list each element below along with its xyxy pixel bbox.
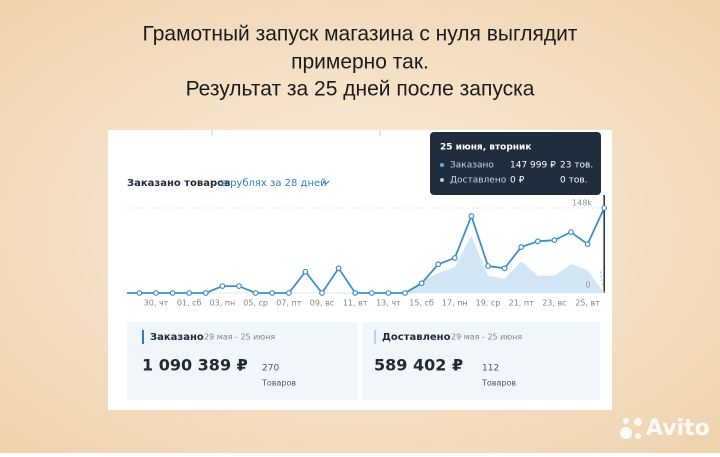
point xyxy=(468,213,475,219)
marker-label: 0 xyxy=(585,281,590,290)
marker-label: 148k xyxy=(572,199,592,208)
summary-label: Доставлено xyxy=(382,332,451,343)
headline: Грамотный запуск магазина с нуля выгляди… xyxy=(143,23,578,46)
point xyxy=(485,263,491,269)
summary-amount: 1 090 389 ₽ xyxy=(142,356,248,375)
point xyxy=(568,229,574,236)
x-tick-label: 07, пт xyxy=(276,299,301,308)
x-tick-label: 09, вс xyxy=(310,299,334,308)
legend-label: Доставлено xyxy=(450,176,507,186)
point xyxy=(402,290,408,296)
point xyxy=(385,290,392,296)
chart-title: Заказано товаров xyxy=(127,178,230,189)
summary-amount: 589 402 ₽ xyxy=(374,356,463,375)
summary-period: 29 мая - 25 июня xyxy=(204,333,275,342)
summary-accent xyxy=(142,330,144,344)
summary-count: 112 xyxy=(482,364,499,374)
summary-card xyxy=(127,322,358,400)
legend-label: Заказано xyxy=(450,161,494,171)
point xyxy=(269,290,276,296)
point xyxy=(601,205,608,211)
tooltip-count: 0 тов. xyxy=(560,176,588,186)
summary-label: Заказано xyxy=(150,332,204,343)
headline: примерно так. xyxy=(291,51,429,74)
summary-unit: Товаров xyxy=(261,379,296,388)
tooltip-title: 25 июня, вторник xyxy=(440,143,531,153)
point xyxy=(202,290,209,296)
summary-unit: Товаров xyxy=(481,379,516,388)
chart-filter[interactable]: в рублях за 28 дней xyxy=(221,178,327,189)
tooltip xyxy=(430,132,601,195)
area xyxy=(139,235,605,293)
legend-dot xyxy=(440,178,444,182)
x-tick-label: 11, вт xyxy=(343,299,368,308)
point xyxy=(252,290,259,296)
x-tick-label: 05, ср xyxy=(243,299,268,308)
point xyxy=(551,237,558,244)
legend-dot xyxy=(440,163,444,167)
point xyxy=(219,283,226,290)
point xyxy=(352,290,359,296)
headline: Результат за 25 дней после запуска xyxy=(186,78,535,101)
x-tick-label: 17, пн xyxy=(442,299,468,308)
tooltip-value: 147 999 ₽ xyxy=(510,161,556,171)
point xyxy=(302,268,309,275)
point xyxy=(418,280,425,287)
watermark-logo xyxy=(620,418,642,439)
summary-accent xyxy=(374,330,376,344)
point xyxy=(435,261,442,268)
summary-card xyxy=(362,322,600,400)
point xyxy=(518,244,525,250)
summary-count: 270 xyxy=(262,364,279,374)
x-tick-label: 15, сб xyxy=(409,299,434,308)
point xyxy=(285,290,292,296)
summary-period: 29 мая - 25 июня xyxy=(451,333,522,342)
x-tick-label: 01, сб xyxy=(177,299,202,308)
x-tick-label: 23, вс xyxy=(542,299,566,308)
point xyxy=(584,241,591,248)
point xyxy=(501,265,508,272)
point xyxy=(186,290,193,296)
point xyxy=(153,290,159,296)
x-tick-label: 03, пн xyxy=(210,299,236,308)
point xyxy=(335,265,342,272)
point xyxy=(451,255,458,261)
point xyxy=(236,283,242,290)
x-tick-label: 25, вт xyxy=(575,299,600,308)
x-tick-label: 13, чт xyxy=(376,299,401,308)
x-tick-label: 19, ср xyxy=(476,299,501,308)
point xyxy=(136,290,143,296)
tooltip-count: 23 тов. xyxy=(560,161,593,171)
point xyxy=(368,290,375,296)
point xyxy=(534,238,541,245)
watermark: Avito xyxy=(646,416,710,441)
point xyxy=(169,290,176,296)
point xyxy=(319,290,325,296)
dropdown-icon[interactable] xyxy=(322,180,330,185)
tooltip-value: 0 ₽ xyxy=(510,176,525,186)
plot: 30, чт 01, сб 03, пн 05, ср 07, пт 09, вс 11, … xyxy=(127,195,608,308)
x-tick-label: 30, чт xyxy=(144,299,169,308)
x-tick-label: 21, пт xyxy=(509,299,534,308)
